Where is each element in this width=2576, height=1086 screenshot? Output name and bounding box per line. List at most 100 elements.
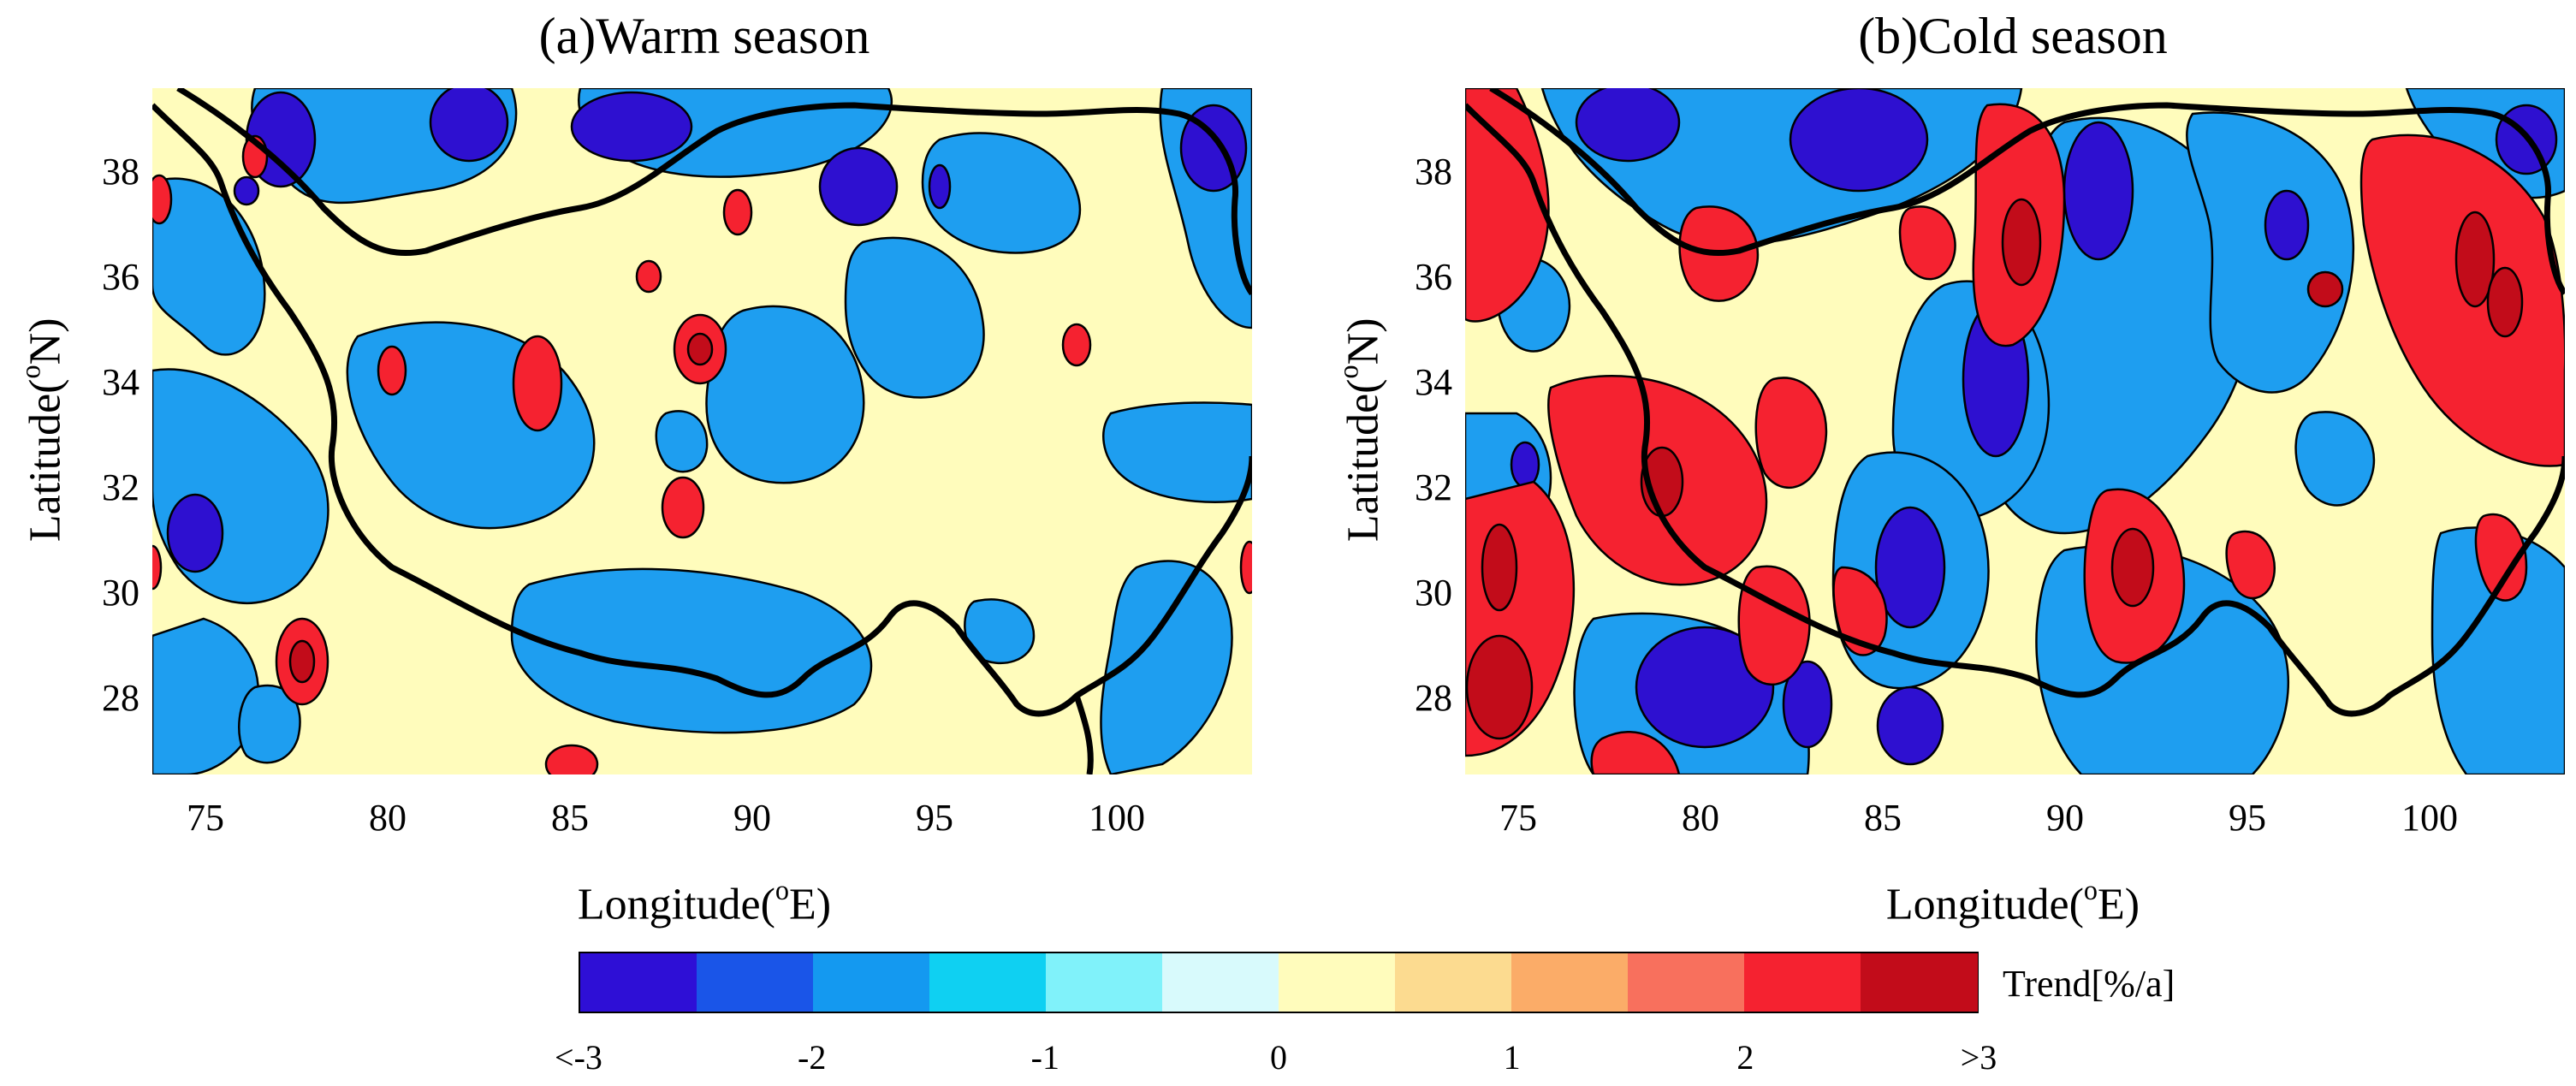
red-patch [1898,205,1956,281]
panel-a-xtick: 75 [187,797,224,839]
colorbar-cell [1628,953,1745,1012]
colorbar-cell [580,953,697,1012]
colorbar [579,952,1979,1013]
red-patch [544,744,599,774]
panel-b-ytick: 28 [1415,677,1452,719]
panel-b-xtick: 80 [1682,797,1719,839]
panel-a-title: (a)Warm season [538,8,870,64]
panel-b-ytick: 38 [1415,151,1452,193]
red-patch [635,259,662,294]
panel-a-xtick: 90 [733,797,771,839]
colorbar-label: 2 [1736,1038,1754,1077]
dark-blue-core [1510,441,1540,489]
panel-a-xlabel: Longitude(oE) [577,875,832,929]
blue-patch [2186,111,2355,394]
dark-blue-core [1575,88,1681,163]
dark-red-core [686,332,714,366]
colorbar-cell [1395,953,1512,1012]
dark-blue-core [166,493,224,573]
colorbar-cell [1046,953,1163,1012]
panel-b-xtick: 100 [2401,797,2458,839]
panel-b-title: (b)Cold season [1858,8,2168,64]
map-a-canvas [152,88,1252,774]
dark-blue-core [1789,88,1929,193]
border-line [1465,103,2565,717]
red-patch [1465,88,1550,323]
panel-b-xtick: 90 [2046,797,2084,839]
border-line [1073,694,1094,774]
colorbar-cell [1279,953,1396,1012]
dark-red-core [1465,634,1534,740]
dark-red-core [1481,523,1518,612]
red-patch [1061,323,1092,367]
panel-a-ytick: 36 [102,256,139,298]
panel-b-ytick: 30 [1415,572,1452,614]
border-line [176,88,1252,296]
red-patch [1737,565,1811,685]
colorbar-label: <-3 [555,1038,602,1077]
dark-blue-core [2264,189,2310,261]
dark-blue-core [818,146,899,227]
blue-patch [655,410,709,473]
panel-a-ylabel: Latitude(oN) [15,317,70,543]
colorbar-label: -2 [797,1038,827,1077]
panel-a-ytick: 34 [102,361,139,403]
colorbar-label: 1 [1503,1038,1521,1077]
dark-red-core [2001,198,2042,287]
dark-red-core [2110,527,2155,608]
colorbar-cell [929,953,1047,1012]
panel-b-ylabel: Latitude(oN) [1333,317,1388,543]
red-patch [152,174,173,225]
colorbar-cell [1744,953,1861,1012]
red-patch [661,476,705,539]
colorbar-cell [1511,953,1629,1012]
panel-b-map [1465,88,2565,774]
colorbar-label: 0 [1270,1038,1287,1077]
panel-b-ytick: 34 [1415,361,1452,403]
panel-a-xtick: 80 [369,797,407,839]
blue-patch [921,132,1082,254]
border-line [152,103,1252,717]
red-patch [722,188,753,236]
blue-patch [964,598,1036,665]
panel-b-xtick: 75 [1499,797,1537,839]
red-patch [152,544,163,590]
red-patch [1754,377,1828,489]
colorbar-cell [1861,953,1978,1012]
panel-a-ytick: 28 [102,677,139,719]
dark-blue-core [1874,506,1946,629]
dark-blue-core [429,88,509,163]
border-line [1489,88,2565,296]
blue-patch [1102,401,1252,503]
dark-red-core [2454,211,2496,308]
red-patch [1832,566,1888,656]
blue-patch [2294,411,2376,507]
panel-b-xtick: 85 [1864,797,1902,839]
panel-b-xtick: 95 [2229,797,2266,839]
panel-a-map [152,88,1252,774]
dark-blue-core [233,175,260,206]
panel-b-ytick: 36 [1415,256,1452,298]
panel-b-xlabel: Longitude(oE) [1885,875,2140,929]
blue-patch [844,236,985,399]
panel-a-ytick: 38 [102,151,139,193]
colorbar-cell [813,953,930,1012]
dark-blue-core [1876,685,1944,766]
red-patch [2474,513,2528,602]
panel-a-xtick: 100 [1089,797,1145,839]
dark-red-core [2486,266,2524,338]
dark-red-core [2306,270,2344,308]
red-patch [1239,540,1252,595]
panel-b-ytick: 32 [1415,466,1452,508]
red-patch [512,335,563,432]
dark-blue-core [1782,660,1833,749]
dark-blue-core [928,163,952,210]
panel-a-xtick: 95 [916,797,953,839]
dark-blue-core [2063,121,2134,261]
panel-a-ytick: 32 [102,466,139,508]
dark-blue-core [570,91,693,163]
map-b-canvas [1465,88,2565,774]
dark-blue-core [1635,626,1775,749]
colorbar-label: -1 [1030,1038,1059,1077]
blue-patch [1100,560,1233,774]
